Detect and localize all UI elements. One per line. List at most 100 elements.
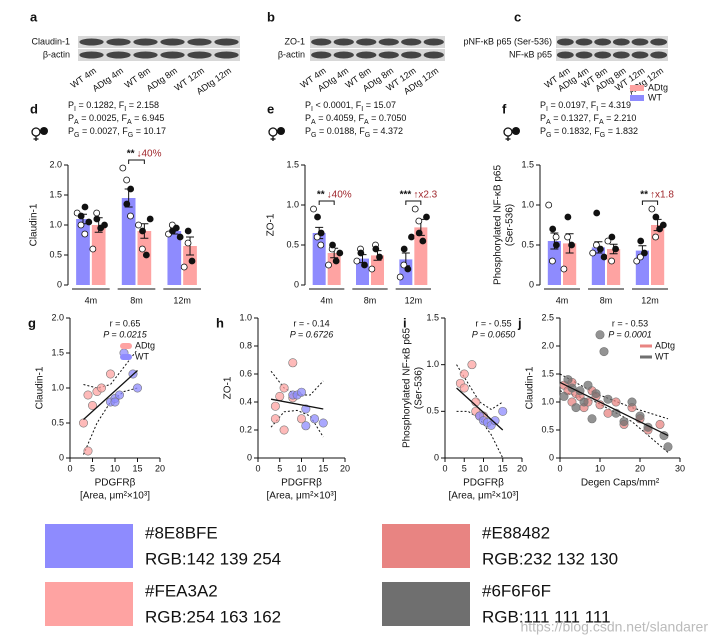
x-tick-label: 12m: [173, 295, 191, 305]
point-open: [123, 176, 131, 184]
blot-band: [575, 38, 593, 46]
stats-subscript: G: [311, 132, 316, 139]
point-filled: [142, 251, 150, 259]
blot-band: [594, 38, 612, 46]
blot-band: [356, 38, 377, 46]
stats-text: P: [68, 126, 74, 136]
stats-text: P: [68, 113, 74, 123]
scatter-point: [571, 403, 581, 413]
point-filled: [176, 233, 184, 241]
swatch-rgb: RGB:232 132 130: [482, 549, 618, 568]
x-tick-label: 15: [498, 463, 508, 473]
stats-subscript: A: [127, 119, 132, 126]
blot-band: [423, 38, 444, 46]
point-filled: [600, 253, 608, 261]
sex-icon: [503, 127, 513, 137]
point-open: [593, 241, 600, 249]
stats-text: = 0.1282, F: [76, 100, 125, 110]
y-tick-label: 1.0: [51, 382, 64, 392]
point-filled: [652, 213, 660, 221]
legend-label: WT: [135, 351, 149, 361]
scatter-point: [270, 401, 280, 411]
scatter-point: [459, 369, 469, 379]
blot-band: [631, 38, 649, 46]
x-tick-label: 5: [277, 463, 282, 473]
y-tick-label: 0.5: [426, 406, 439, 416]
confidence-band: [83, 349, 138, 389]
blot-band: [401, 51, 422, 59]
y-tick-label: 1.0: [239, 312, 252, 322]
stats-text: P: [305, 126, 311, 136]
y-tick-label: 0: [247, 452, 252, 462]
scatter-point: [275, 391, 285, 401]
panel-letter: i: [403, 315, 407, 330]
y-tick-label: 2.0: [51, 312, 64, 322]
swatch-rgb: RGB:254 163 162: [145, 607, 281, 626]
change-label: ↓40%: [137, 149, 162, 160]
scatter-point: [659, 431, 669, 441]
significance-bracket: [318, 200, 335, 205]
stats-subscript: A: [364, 119, 369, 126]
y-tick-label: 1.0: [426, 359, 439, 369]
swatch-hex: #8E8BFE: [145, 523, 218, 542]
blot-band: [333, 51, 354, 59]
legend-marker: [120, 343, 132, 349]
y-axis-label: (Ser-536): [414, 367, 425, 409]
point-open: [138, 245, 146, 253]
x-tick-label: 0: [442, 463, 447, 473]
blot-band: [378, 38, 399, 46]
stats-text: = 0.1327, F: [551, 113, 600, 123]
point-filled: [608, 233, 616, 241]
scatter-point: [301, 421, 311, 431]
y-tick-label: 1.5: [521, 159, 534, 169]
panel-letter: f: [502, 101, 507, 116]
point-filled: [372, 245, 380, 253]
blot-band: [650, 51, 668, 59]
point-open: [325, 261, 332, 269]
y-tick-label: 0: [434, 452, 439, 462]
x-tick-label: 20: [635, 463, 645, 473]
fit-line: [270, 398, 324, 410]
bar: [607, 249, 621, 285]
point-filled: [314, 213, 321, 221]
point-filled: [93, 215, 101, 223]
stats-subscript: I: [74, 106, 76, 113]
stats-subscript: I: [124, 106, 126, 113]
scatter-point: [591, 389, 601, 399]
y-tick-label: 0.5: [286, 239, 299, 249]
point-open: [604, 237, 612, 245]
point-filled: [400, 245, 408, 253]
y-axis-label: Claudin-1: [525, 366, 536, 409]
point-filled: [357, 249, 365, 257]
legend-label: ADtg: [135, 340, 155, 350]
point-open: [81, 230, 89, 238]
stats-text: P: [540, 100, 546, 110]
stat-text: P = 0.0001: [608, 329, 651, 339]
x-tick-label: 12m: [641, 295, 659, 305]
stats-line: PG = 0.0188, FG = 4.372: [305, 126, 403, 138]
point-open: [89, 245, 97, 253]
point-filled: [597, 245, 604, 253]
blot-label: β-actin: [43, 49, 70, 59]
scatter-point: [288, 358, 298, 368]
point-filled: [659, 221, 667, 229]
stats-line: PI < 0.0001, FI = 15.07: [305, 100, 396, 112]
sex-icon: [268, 127, 278, 137]
swatch-rgb: RGB:142 139 254: [145, 549, 281, 568]
blot-band: [133, 38, 158, 46]
point-filled: [612, 245, 619, 253]
stats-subscript: I: [596, 106, 598, 113]
scatter-point: [603, 394, 613, 404]
stats-text: P: [305, 100, 311, 110]
x-tick-label: 12m: [405, 295, 423, 305]
stats-subscript: G: [128, 132, 133, 139]
scatter-point: [655, 419, 665, 429]
blot-band: [187, 51, 212, 59]
x-tick-label: 20: [517, 463, 527, 473]
significance-stars: **: [640, 190, 648, 201]
scatter-point: [88, 400, 98, 410]
point-filled: [553, 241, 560, 249]
scatter-point: [115, 390, 125, 400]
stats-subscript: A: [74, 119, 79, 126]
point-filled: [101, 221, 108, 229]
